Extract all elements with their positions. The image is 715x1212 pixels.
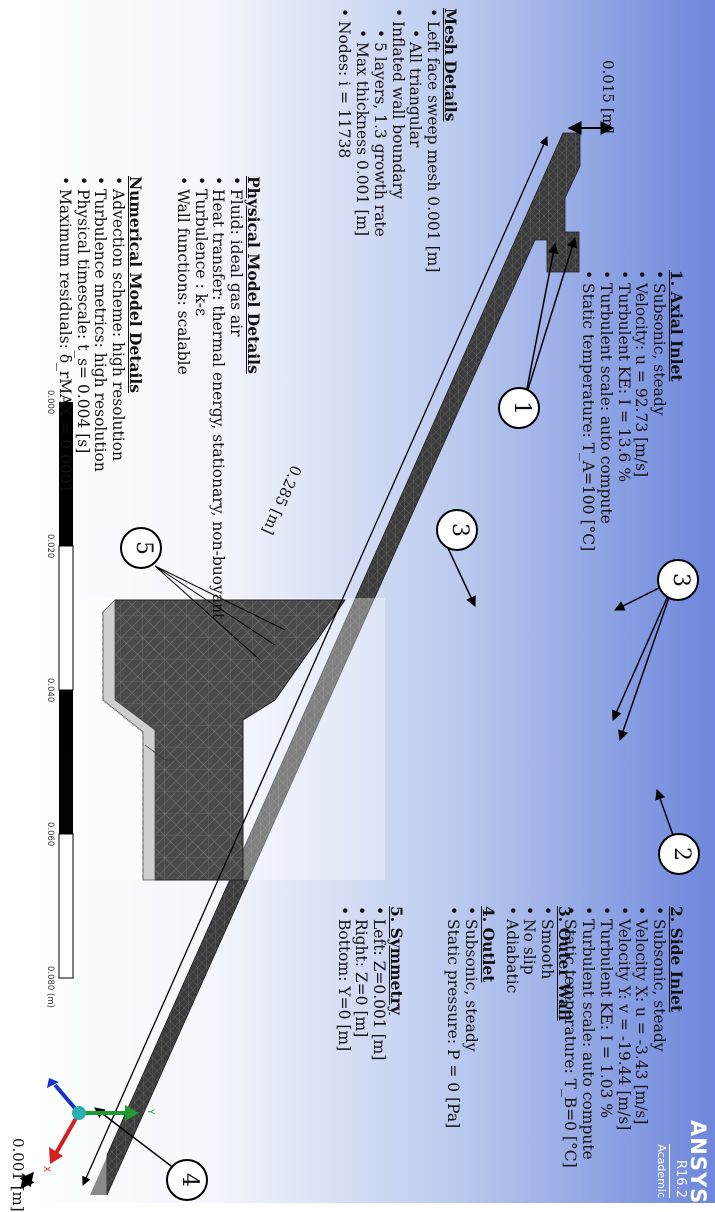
axial-inlet-title: 1. Axial Inlet [667,270,686,382]
axial-inlet-item: Subsonic, steady [649,270,668,551]
logo-name: ANSYS [686,1120,710,1205]
callout-3: 3 [668,573,693,587]
physical-model-title: Physical Model Details [244,176,263,374]
physical-model-item: Fluid: ideal gas air [226,176,245,619]
side-inlet-item: Turbulent scale: auto compute [578,906,597,1168]
numerical-model-item: Maximum residuals: δ_rMAX = 0.0001 [55,176,74,493]
axis-triad [47,1078,139,1164]
numerical-model-block: Numerical Model Details Advection scheme… [55,176,145,493]
physical-model-item: Wall functions: scalable [173,176,192,619]
side-inlet-item: Velocity Y: v = -19.44 [m/s] [614,906,633,1168]
numerical-model-item: Turbulence metrics: high resolution [91,176,109,493]
axial-inlet-item: Turbulent scale: auto compute [596,270,615,551]
numerical-model-title: Numerical Model Details [126,176,145,394]
depth-label: 0.001 [m] [9,1138,27,1212]
outer-wall-block: 3. Outer Wall Smooth No slip Adiabatic [502,906,574,1021]
mesh-details-item: All triangular [406,8,424,272]
depth-dimension [19,1171,35,1190]
physical-model-item: Turbulence : k-ε [191,176,210,619]
callout-circles [120,387,700,1201]
side-inlet-block: 2. Side Inlet Subsonic, steady Velocity … [560,906,686,1168]
callout-1: 1 [509,401,534,415]
mesh-details-block: Mesh Details Left face sweep mesh 0.001 … [334,8,460,272]
numerical-model-item: Physical timescale: t_s= 0.004 [s] [73,176,92,493]
scale-tick: 0.060 [45,822,55,847]
outer-wall-item: No slip [520,906,538,1021]
axial-inlet-item: Turbulent KE: I = 13.6 % [614,270,633,551]
axial-inlet-block: 1. Axial Inlet Subsonic, steady Velocity… [578,270,686,551]
symmetry-item: Right: Z=0 [m] [352,906,370,1060]
callout-2: 2 [669,847,694,861]
axial-inlet-item: Velocity: u = 92.73 [m/s] [632,270,650,551]
mesh-details-item: Max thickness 0.001 [m] [352,8,371,272]
mesh-details-item: 5 layers, 1.3 growth rate [370,8,389,272]
physical-model-block: Physical Model Details Fluid: ideal gas … [173,176,263,619]
zoom-inset [77,598,385,881]
numerical-model-item: Advection scheme: high resolution [108,176,127,493]
mesh-details-title: Mesh Details [441,8,460,122]
side-inlet-item: Subsonic, steady [649,906,668,1168]
outlet-title: 4. Outlet [479,906,498,983]
symmetry-item: Left: Z=0.001 [m] [369,906,388,1060]
symmetry-title: 5. Symmetry [387,906,406,1015]
callout-4: 4 [177,1173,202,1187]
triad-y-label: Y [145,1109,155,1115]
symmetry-block: 5. Symmetry Left: Z=0.001 [m] Right: Z=0… [334,906,406,1060]
outlet-block: 4. Outlet Subsonic, steady Static pressu… [444,906,498,1128]
mesh-details-item: Nodes: i = 11738 [334,8,353,272]
scale-tick: 0.080 (m) [45,966,55,1008]
outlet-item: Subsonic, steady [461,906,480,1128]
scale-tick: 0.020 [45,534,55,559]
triad-x-label: X [41,1166,51,1173]
mesh-details-item: Left face sweep mesh 0.001 [m] [423,8,442,272]
height-label: 0.015 [m] [599,60,617,134]
outer-wall-item: Smooth [537,906,556,1021]
physical-model-item: Heat transfer: thermal energy, stationar… [209,176,227,619]
outer-wall-title: 3. Outer Wall [555,906,574,1021]
length-dimension [82,136,548,1186]
callout-5: 5 [131,541,156,555]
symmetry-item: Bottom: Y=0 [m] [334,906,353,1060]
axial-inlet-item: Static temperature: T_A=100 [°C] [578,270,597,551]
outer-wall-item: Adiabatic [502,906,521,1021]
side-inlet-title: 2. Side Inlet [667,906,686,1013]
scale-tick: 0.040 [45,678,55,703]
mesh-details-item: Inflated wall boundary [388,8,407,272]
scale-tick: 0.000 [45,390,55,415]
side-inlet-item: Turbulent KE: I = 1.03 % [596,906,615,1168]
callout-3: 3 [447,523,472,537]
side-inlet-item: Velocity X: u = -3.43 [m/s] [632,906,650,1168]
outlet-item: Static pressure: P = 0 [Pa] [444,906,462,1128]
